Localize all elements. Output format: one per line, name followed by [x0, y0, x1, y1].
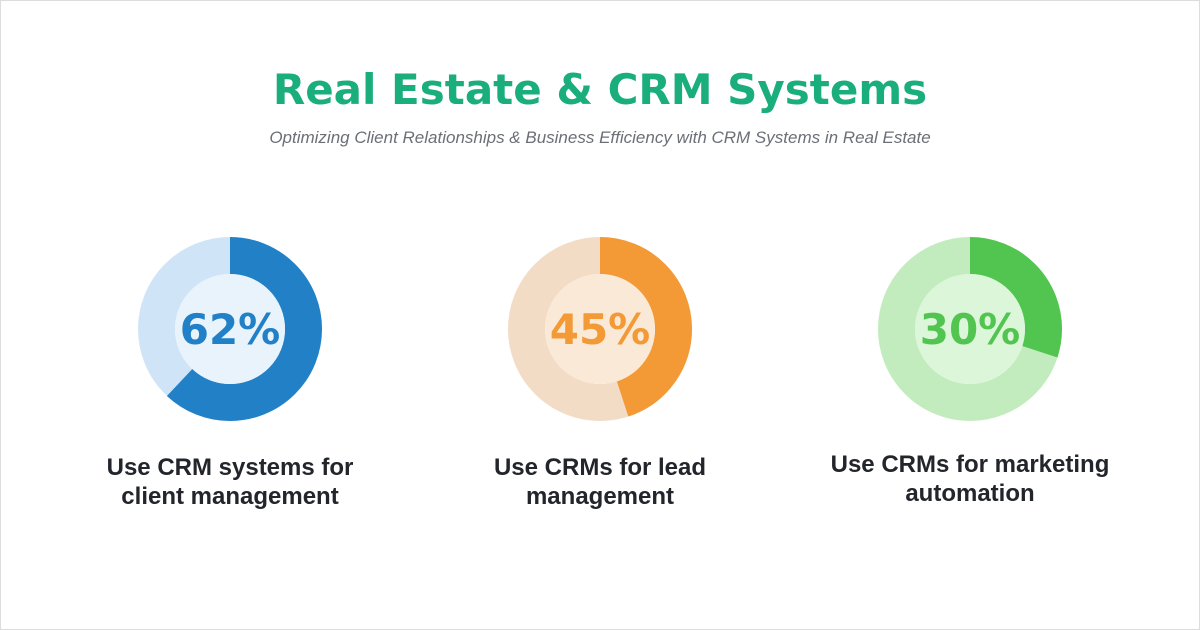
donut-arc	[878, 237, 1062, 421]
donut-center	[915, 274, 1025, 384]
donut-arc	[508, 237, 692, 421]
value-label: 45%	[550, 305, 651, 354]
title: Real Estate & CRM Systems	[273, 65, 927, 114]
value-label: 62%	[180, 305, 281, 354]
chart-label: Use CRMs for marketing	[831, 451, 1110, 478]
chart-label: automation	[905, 480, 1034, 507]
donut-center	[545, 274, 655, 384]
chart-label: management	[526, 483, 674, 510]
chart-label: client management	[121, 483, 338, 510]
chart-label: Use CRM systems for	[107, 454, 354, 481]
value-label: 30%	[920, 305, 1021, 354]
chart-label: Use CRMs for lead	[494, 454, 706, 481]
donut-center	[175, 274, 285, 384]
subtitle: Optimizing Client Relationships & Busine…	[269, 128, 930, 147]
donut-arc	[138, 237, 322, 421]
